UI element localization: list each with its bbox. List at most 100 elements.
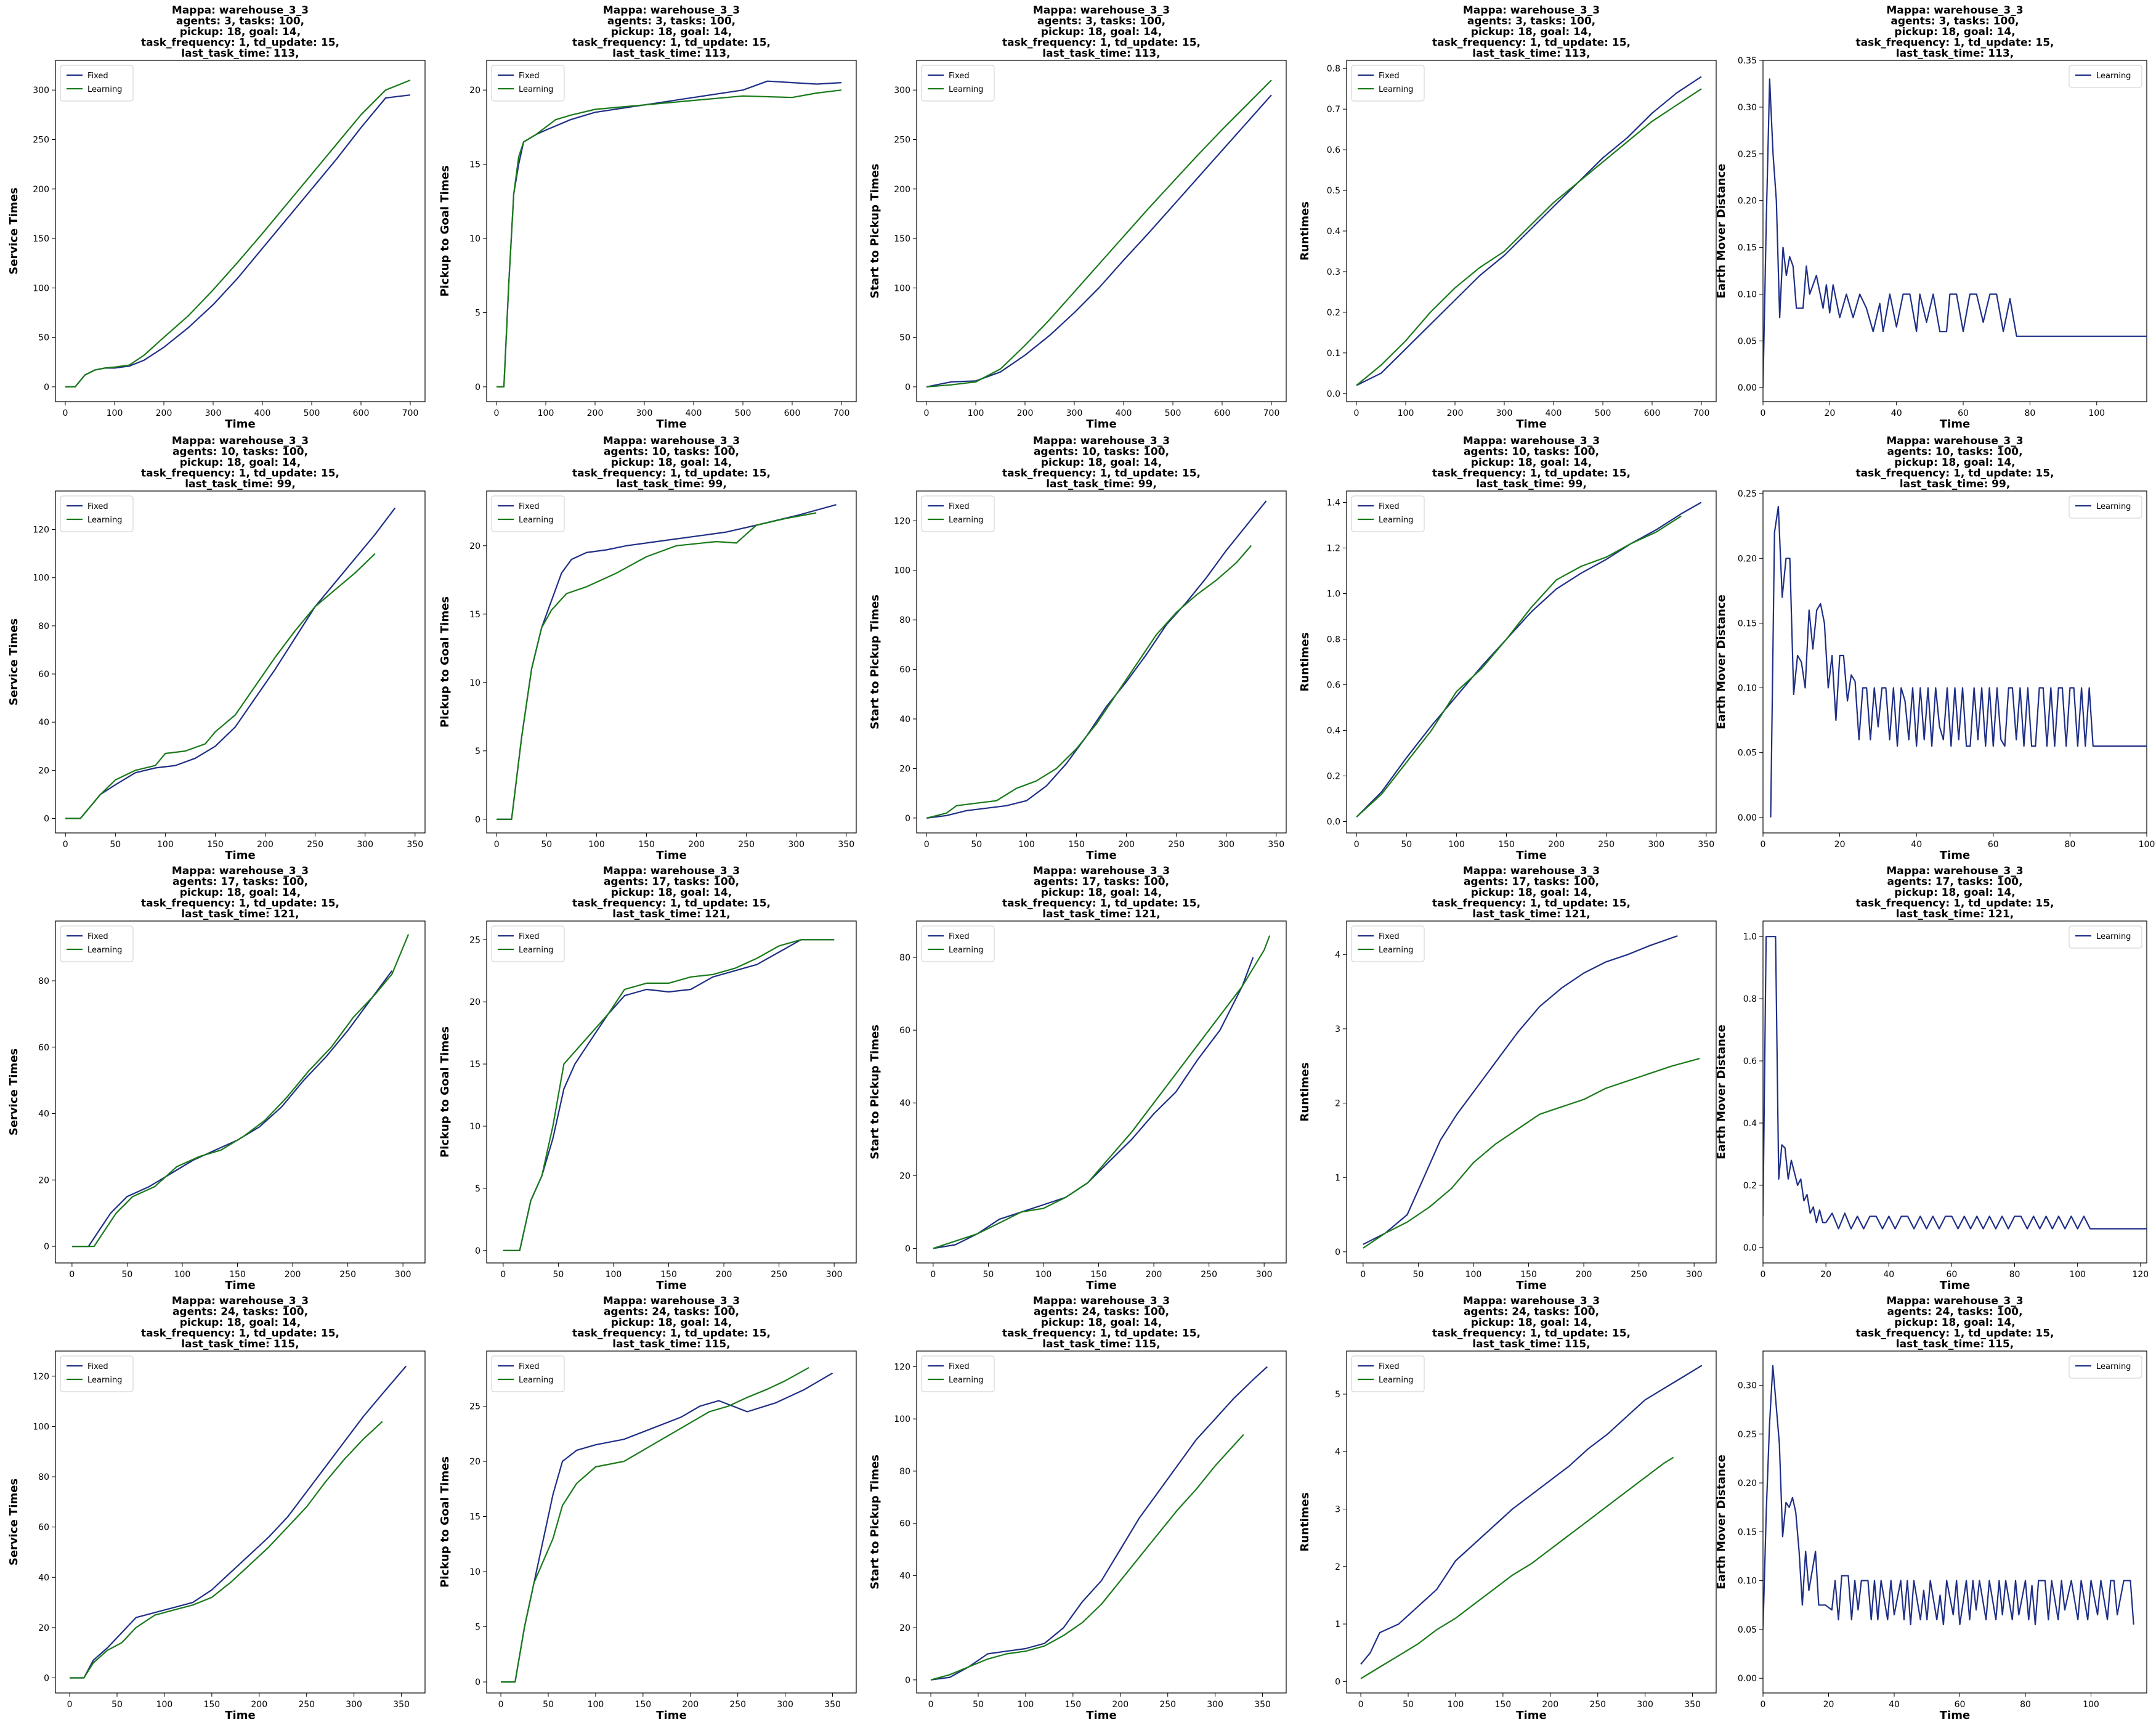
subplot-title-line: task_frequency: 1, td_update: 15,: [1002, 468, 1201, 480]
x-tick-label: 300: [777, 1700, 793, 1710]
x-tick-label: 250: [339, 1270, 356, 1280]
subplot-title-line: Mappa: warehouse_3_3: [1033, 4, 1170, 17]
y-tick-label: 40: [38, 1110, 49, 1119]
y-tick-label: 0: [44, 383, 49, 392]
y-tick-label: 40: [38, 718, 49, 728]
x-tick-label: 150: [1068, 840, 1085, 850]
y-tick-label: 0.00: [1738, 1674, 1757, 1684]
x-tick-label: 400: [254, 408, 271, 418]
x-tick-label: 40: [1889, 1700, 1900, 1710]
legend: Fixed Learning: [921, 1355, 995, 1392]
subplot-title-line: pickup: 18, goal: 14,: [1041, 26, 1162, 38]
plot-frame: [55, 60, 426, 402]
x-tick-label: 20: [1820, 1270, 1831, 1280]
subplot-title-line: last_task_time: 113,: [612, 47, 730, 60]
x-tick-label: 300: [205, 408, 222, 418]
x-tick-label: 0: [67, 1700, 73, 1710]
x-tick-label: 250: [1598, 840, 1615, 850]
subplot-title-line: agents: 24, tasks: 100,: [172, 1306, 308, 1318]
x-tick-label: 0: [930, 1270, 936, 1280]
x-tick-label: 20: [1824, 408, 1835, 418]
y-tick-label: 5: [1335, 1390, 1340, 1400]
y-tick-label: 0.00: [1738, 383, 1757, 393]
x-tick-label: 50: [973, 1700, 984, 1710]
y-axis-label: Start to Pickup Times: [869, 164, 881, 299]
subplot-title-line: last_task_time: 121,: [181, 908, 299, 920]
x-tick-label: 60: [1988, 840, 1999, 850]
subplot-title-line: Mappa: warehouse_3_3: [603, 865, 740, 877]
subplot-title-line: last_task_time: 121,: [1472, 908, 1590, 920]
subplot-title-line: task_frequency: 1, td_update: 15,: [1855, 1328, 2054, 1340]
y-tick-label: 60: [38, 1523, 49, 1533]
subplot-title-line: agents: 17, tasks: 100,: [172, 876, 308, 888]
plot-frame: [916, 1350, 1287, 1694]
y-tick-label: 0.15: [1738, 619, 1757, 628]
legend-box: [491, 65, 565, 102]
subplot-title-line: Mappa: warehouse_3_3: [1886, 4, 2023, 17]
legend-label: Fixed: [519, 71, 540, 81]
x-tick-label: 300: [1648, 840, 1664, 850]
legend-label: Learning: [949, 516, 983, 525]
y-axis-label: Earth Mover Distance: [1715, 1455, 1728, 1589]
series-line-fixed: [65, 507, 396, 819]
x-tick-label: 40: [1891, 408, 1902, 418]
subplot-title-line: Mappa: warehouse_3_3: [1886, 435, 2023, 447]
y-tick-label: 150: [894, 234, 910, 244]
y-tick-label: 40: [899, 1571, 910, 1581]
x-axis-label: Time: [656, 1709, 686, 1722]
x-axis-label: Time: [225, 849, 255, 862]
y-axis-label: Service Times: [7, 187, 20, 274]
legend-label: Learning: [1379, 516, 1413, 525]
x-tick-label: 200: [1447, 408, 1464, 418]
subplot-title-line: task_frequency: 1, td_update: 15,: [141, 1328, 339, 1340]
legend-label: Fixed: [519, 1362, 540, 1371]
subplot-title-line: task_frequency: 1, td_update: 15,: [1855, 898, 2054, 910]
y-tick-label: 0.1: [1327, 349, 1340, 359]
series-line-learning: [933, 935, 1271, 1249]
plot-frame: [55, 1350, 426, 1694]
subplot-title-line: task_frequency: 1, td_update: 15,: [1432, 468, 1631, 480]
x-tick-label: 150: [1498, 840, 1515, 850]
y-tick-label: 60: [38, 670, 49, 680]
series-line-learning: [503, 939, 835, 1251]
x-tick-label: 300: [1686, 1270, 1703, 1280]
y-tick-label: 0.2: [1743, 1181, 1757, 1191]
subplot-title-line: agents: 10, tasks: 100,: [1887, 446, 2022, 458]
y-tick-label: 100: [33, 1422, 49, 1432]
series-line-learning: [65, 553, 376, 819]
subplot-title-line: task_frequency: 1, td_update: 15,: [1002, 37, 1201, 49]
plot-frame: [486, 60, 857, 402]
x-tick-label: 0: [1761, 1700, 1766, 1710]
x-tick-label: 80: [2024, 408, 2035, 418]
x-tick-label: 60: [1955, 1700, 1966, 1710]
x-axis-label: Time: [1516, 418, 1546, 431]
x-tick-label: 700: [1263, 408, 1280, 418]
y-tick-label: 50: [38, 333, 49, 343]
x-axis-label: Time: [1940, 849, 1970, 862]
subplot-title-line: pickup: 18, goal: 14,: [611, 887, 732, 899]
legend-box: [1351, 495, 1425, 532]
y-tick-label: 50: [899, 333, 910, 343]
plot-frame: [1346, 920, 1717, 1264]
subplot-title-line: last_task_time: 99,: [185, 478, 296, 490]
y-tick-label: 0.25: [1738, 150, 1757, 160]
plot-frame: [916, 920, 1287, 1264]
legend-box: [60, 65, 134, 102]
y-tick-label: 20: [469, 86, 480, 95]
legend: Fixed Learning: [1351, 1355, 1425, 1392]
subplot-title-line: agents: 10, tasks: 100,: [1464, 446, 1599, 458]
series-line-learning: [70, 1421, 383, 1679]
y-tick-label: 10: [469, 1567, 480, 1577]
subplot-title-line: agents: 3, tasks: 100,: [1037, 15, 1165, 28]
legend-label: Fixed: [1379, 71, 1400, 81]
subplot-title-line: pickup: 18, goal: 14,: [1041, 887, 1162, 899]
y-tick-label: 80: [38, 1472, 49, 1482]
y-tick-label: 80: [899, 1467, 910, 1477]
subplot-title-line: Mappa: warehouse_3_3: [1033, 435, 1170, 447]
y-tick-label: 20: [38, 1175, 49, 1185]
